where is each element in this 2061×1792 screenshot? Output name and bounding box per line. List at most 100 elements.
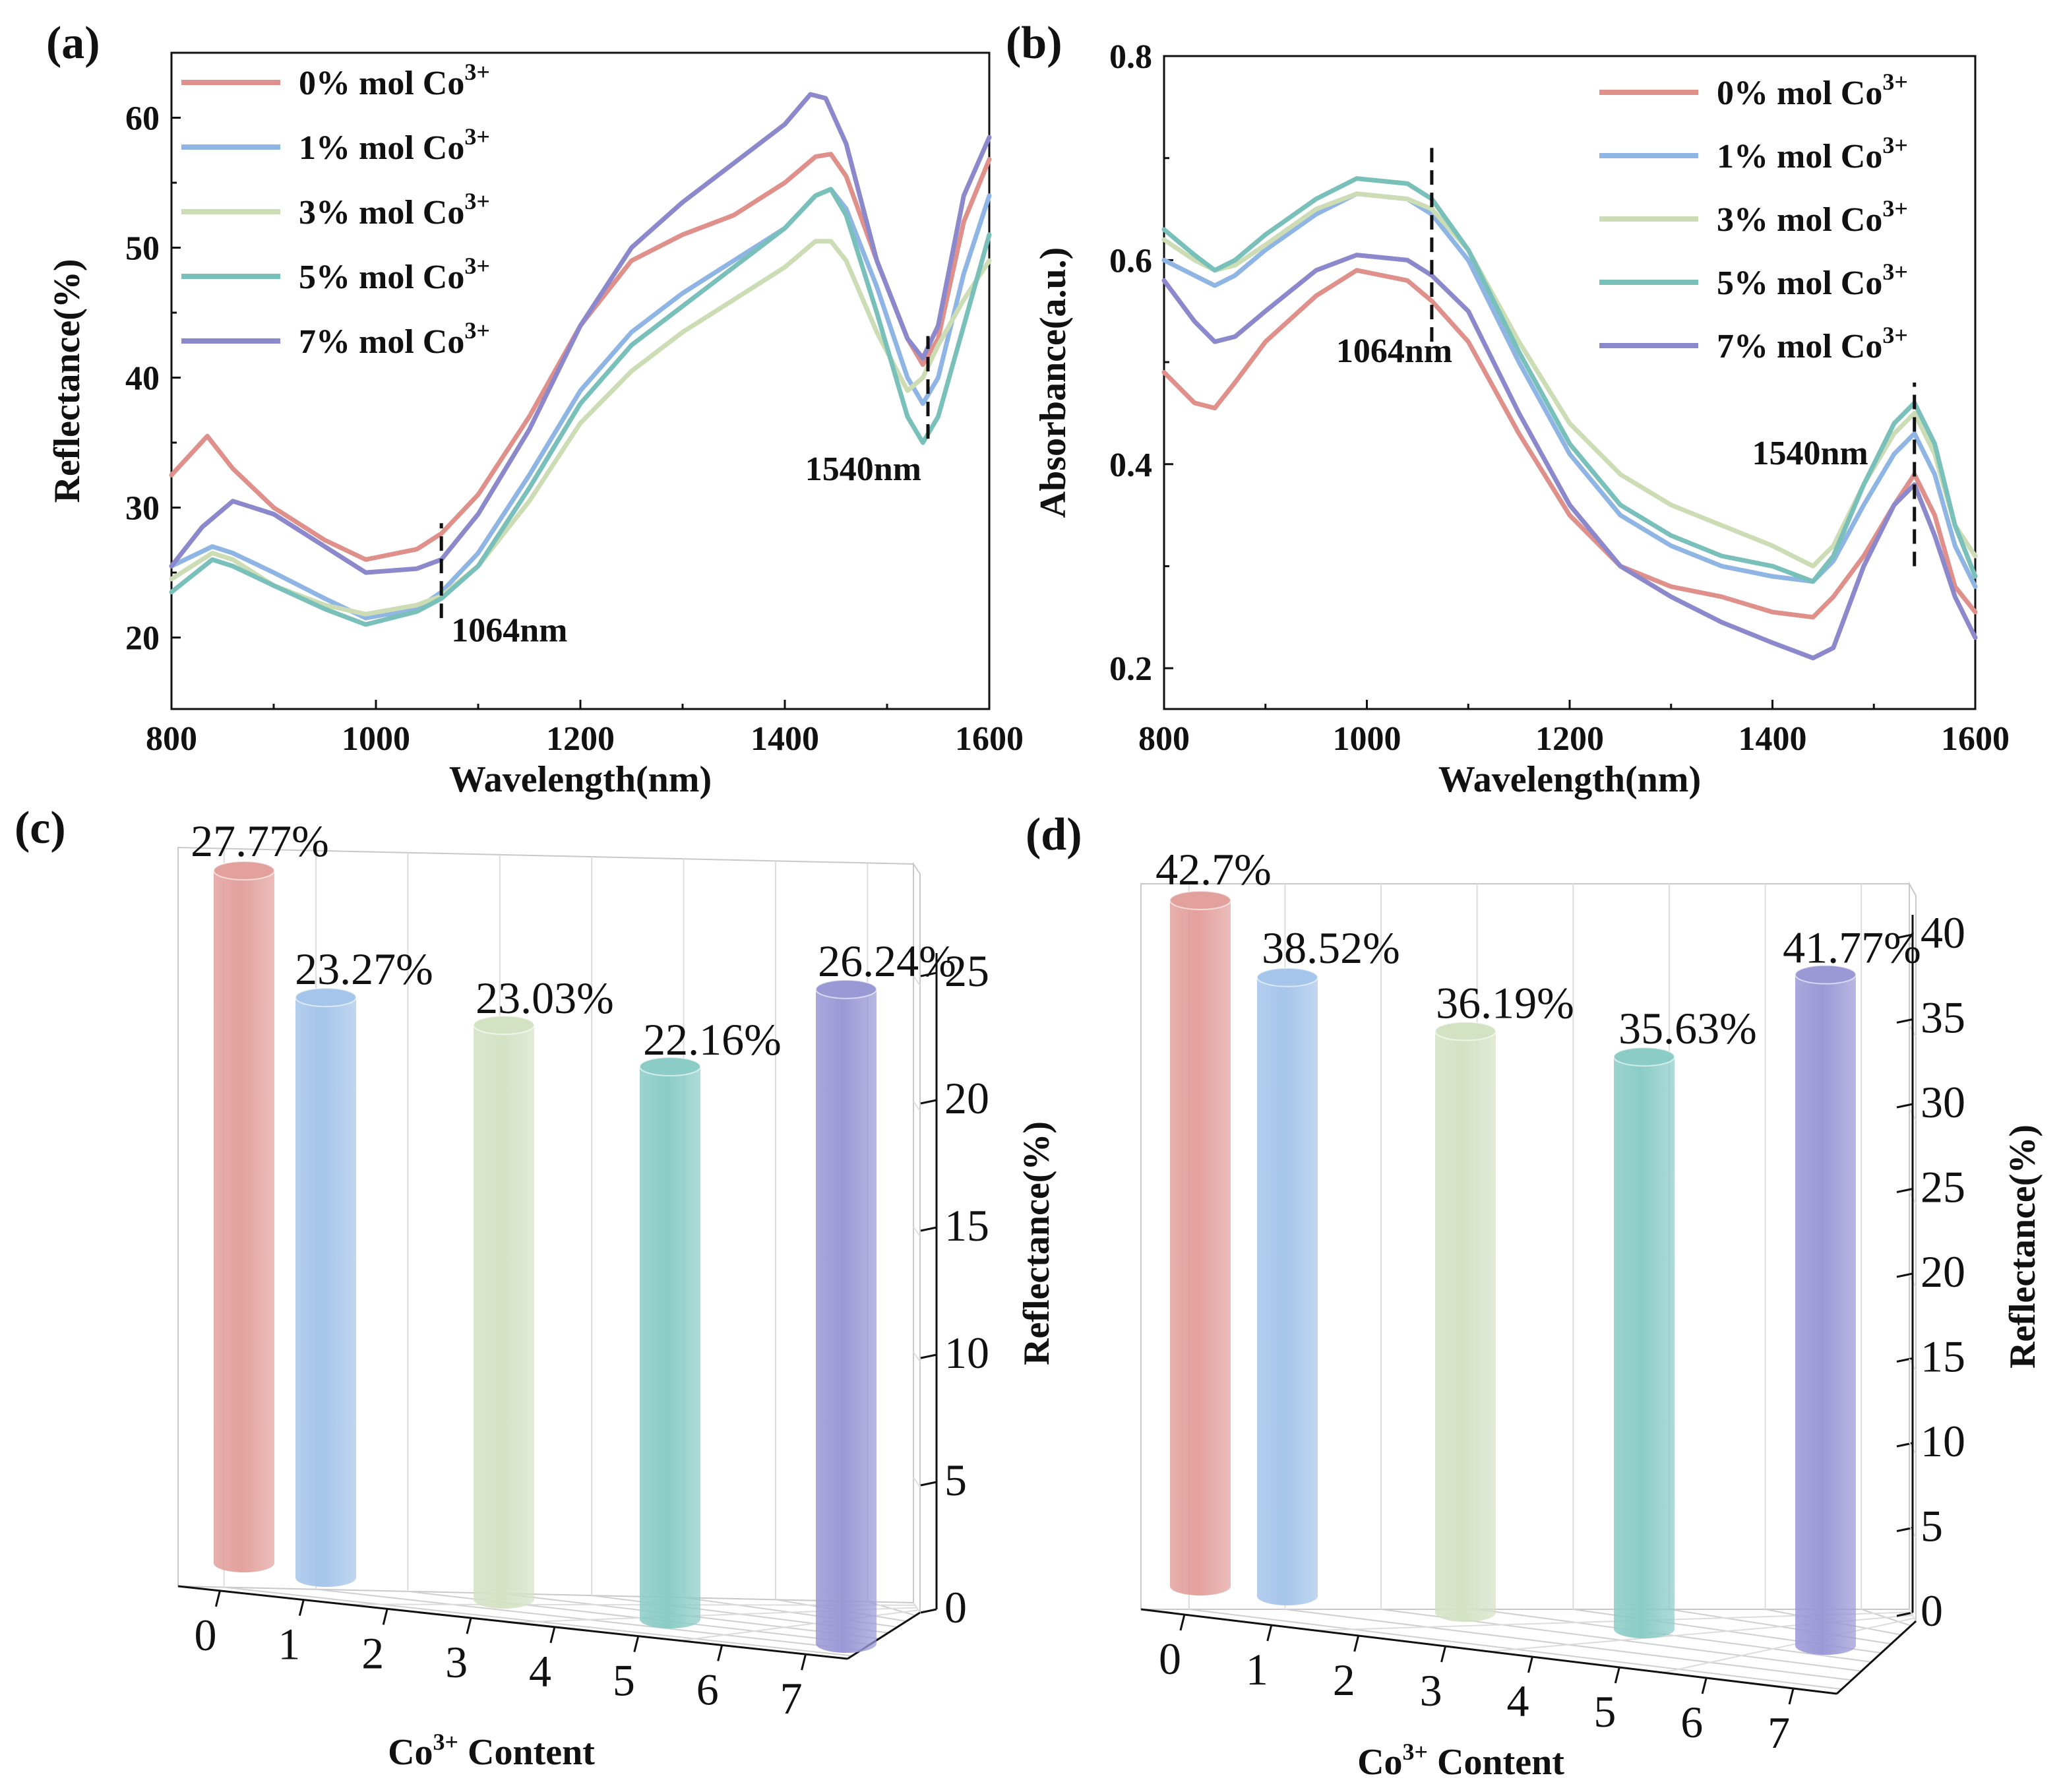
side-grid: [913, 1477, 921, 1488]
y-tick: [1896, 1272, 1913, 1278]
bar-cylinder: [1257, 977, 1318, 1605]
panel-a: (a) 800 1000 1200 1400 1600 20 30 40 50 60 Wavelen…: [46, 18, 1024, 800]
annotation-label: 1540nm: [805, 450, 921, 488]
x-tick: [1527, 1656, 1533, 1673]
side-grid: [913, 1101, 921, 1112]
x-tick: [298, 1599, 305, 1616]
x-tick-label: 1400: [1738, 720, 1807, 758]
x-tick: [1701, 1677, 1707, 1694]
bar-cap: [1169, 890, 1231, 910]
y-tick-label: 30: [1921, 1077, 1965, 1127]
x-tick-label: 3: [1420, 1665, 1442, 1715]
x-tick-label: 4: [529, 1646, 551, 1696]
bar-value-label: 35.63%: [1618, 1003, 1757, 1053]
legend-label: 3% mol Co3+: [1717, 195, 1908, 239]
y-tick: [1896, 1527, 1913, 1532]
x-tick-label: 0: [1159, 1634, 1181, 1684]
y-tick-label: 10: [944, 1328, 989, 1378]
bar-value-label: 22.16%: [643, 1014, 782, 1065]
y-tick-label: 40: [125, 360, 160, 398]
panel-label-b: (b): [1006, 18, 1062, 69]
x-tick-label: 1400: [751, 720, 819, 758]
back-wall: [177, 846, 914, 1603]
x-tick-label: 1200: [1535, 720, 1604, 758]
y-tick-label: 30: [125, 490, 160, 528]
x-axis-label: Wavelength(nm): [449, 759, 712, 800]
legend-label: 7% mol Co3+: [299, 317, 490, 361]
series-line: [169, 239, 992, 617]
bar-value-label: 41.77%: [1783, 923, 1921, 973]
bar-value-label: 38.52%: [1262, 923, 1400, 973]
floor-grid: [680, 1609, 919, 1642]
x-tick: [1440, 1646, 1447, 1663]
x-axis-line: [1140, 1608, 1837, 1695]
y-tick: [1896, 1103, 1913, 1109]
bar-cap: [213, 861, 275, 881]
x-tick-label: 1: [1246, 1644, 1268, 1694]
bar-value-label: 23.27%: [295, 944, 433, 994]
annotation-label: 1064nm: [451, 612, 567, 650]
x-tick-label: 0: [194, 1610, 216, 1660]
x-tick: [466, 1617, 472, 1634]
bar-cylinder: [1170, 900, 1231, 1595]
x-tick: [1614, 1667, 1620, 1684]
side-grid: [913, 1351, 921, 1363]
bar-cylinder: [1614, 1057, 1675, 1638]
legend-label: 0% mol Co3+: [1717, 69, 1908, 112]
x-tick-label: 2: [361, 1628, 384, 1678]
y-axis-label: Absorbance(a.u.): [1033, 247, 1074, 518]
series-line: [1161, 253, 1978, 661]
y-tick-label: 5: [1921, 1501, 1943, 1551]
y-tick: [920, 1099, 937, 1105]
legend-label: 1% mol Co3+: [1717, 132, 1908, 175]
x-tick-label: 5: [1593, 1686, 1616, 1737]
panel-label-a: (a): [46, 18, 100, 69]
bar-cap: [1434, 1021, 1496, 1041]
x-tick: [633, 1636, 640, 1652]
x-tick-label: 1600: [1941, 720, 2010, 758]
y-tick: [920, 1353, 937, 1359]
x-tick-label: 6: [696, 1664, 719, 1714]
y-tick: [1896, 1611, 1913, 1617]
legend-label: 7% mol Co3+: [1717, 322, 1908, 365]
bar-cap: [639, 1057, 701, 1077]
y-tick-label: 5: [944, 1455, 967, 1505]
x-axis-line: [177, 1585, 848, 1660]
y-tick: [920, 1608, 937, 1614]
y-tick-label: 25: [944, 946, 989, 996]
bar-value-label: 42.7%: [1155, 844, 1272, 894]
annotation-label: 1064nm: [1336, 332, 1452, 370]
panel-c: (c) 0 5 10 15 20 25 Reflectance(%) 0 1 2 3 4 5 6 7 Co3+…: [15, 803, 1057, 1773]
series-line: [1161, 191, 1978, 569]
y-tick: [920, 1226, 937, 1232]
x-axis-label: Co3+ Content: [1357, 1739, 1564, 1783]
panel-label-d: (d): [1026, 809, 1082, 860]
plot-frame: [170, 51, 991, 710]
side-grid: [1909, 1609, 1917, 1622]
y-tick-label: 0.2: [1109, 650, 1152, 688]
y-tick-label: 0.4: [1109, 447, 1152, 484]
legend-label: 5% mol Co3+: [1717, 259, 1908, 302]
bar-cap: [815, 979, 877, 999]
x-tick: [1266, 1624, 1273, 1642]
y-tick-label: 15: [1921, 1332, 1965, 1382]
y-tick-label: 20: [1921, 1247, 1965, 1297]
bar-value-label: 36.19%: [1436, 978, 1574, 1028]
x-tick: [717, 1645, 723, 1661]
bar-cylinder: [474, 1025, 534, 1609]
x-tick-label: 1000: [1333, 720, 1401, 758]
side-wall: [1909, 881, 1917, 1621]
y-tick-label: 15: [944, 1200, 989, 1251]
side-grid: [913, 1226, 921, 1237]
panel-d: (d) 0 5 10 15 20 25 30 35 40 Reflectance(%) 0 1 2 3 4 5…: [1026, 809, 2043, 1783]
panel-b: (b) 800 1000 1200 1400 1600 0.2 0.4 0.6 0.8 Wavel…: [1006, 18, 2010, 800]
annotation-label: 1540nm: [1752, 435, 1868, 472]
x-tick-label: 1200: [546, 720, 615, 758]
legend-label: 5% mol Co3+: [299, 253, 490, 296]
legend-label: 3% mol Co3+: [299, 188, 490, 232]
x-tick: [1788, 1688, 1795, 1705]
bar-cap: [1795, 964, 1857, 985]
y-tick-label: 25: [1921, 1162, 1965, 1212]
y-tick-label: 0: [1921, 1586, 1943, 1636]
bar-cylinder: [295, 997, 356, 1587]
